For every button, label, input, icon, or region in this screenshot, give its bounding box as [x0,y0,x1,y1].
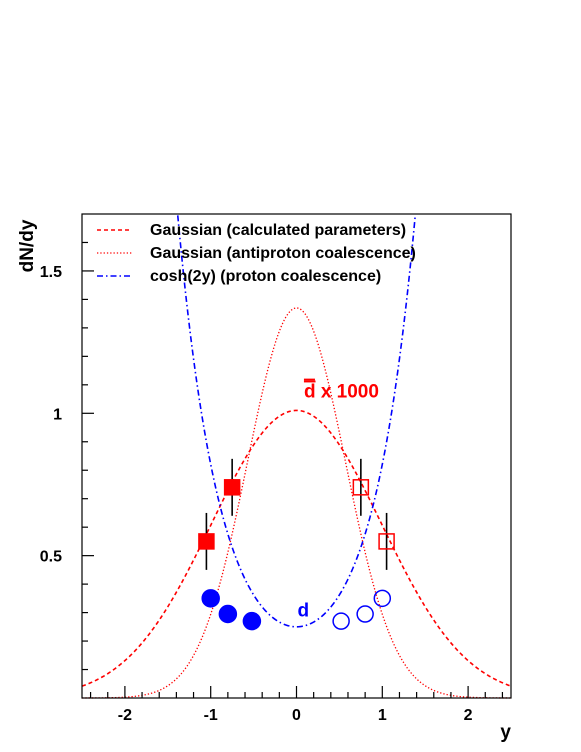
x-tick-label: 2 [464,707,473,724]
data-point-open-circle [373,589,392,608]
annotation-dbar-letter: d [304,382,316,403]
data-point-filled-circle [242,611,262,631]
legend-label: cosh(2y) (proton coalescence) [150,268,381,285]
y-tick-label: 1.5 [40,264,62,281]
points-layer [198,458,395,631]
x-axis-title: y [500,722,511,743]
y-axis-title: dN/dy [17,219,38,272]
x-tick-label: 0 [292,707,301,724]
tick-labels-layer: -2 -1 0 1 2 0.5 1 1.5 [40,264,473,724]
x-tick-label: -1 [204,707,218,724]
legend-label: Gaussian (antiproton coalescence) [150,245,416,262]
annotation-d: d [298,601,310,622]
curves-layer [81,215,512,699]
curve-1 [81,409,512,687]
annotation-x1000: x 1000 [316,382,379,403]
x-tick-label: 1 [378,707,387,724]
ticks-layer [82,241,504,698]
legend-label: Gaussian (calculated parameters) [150,222,406,239]
data-point-filled-square [198,533,215,550]
legend: Gaussian (calculated parameters) Gaussian… [97,222,416,285]
curve-2 [82,307,511,699]
y-tick-label: 1 [53,406,62,423]
curve-3 [176,215,417,628]
data-point-filled-circle [201,589,220,608]
data-point-open-square [352,479,370,496]
x-tick-label: -2 [118,707,132,724]
data-point-open-circle [332,612,350,630]
plot-frame [81,213,512,699]
data-point-filled-square [223,479,241,496]
annotation-dbar-x1000: d x 1000 [304,382,379,403]
y-tick-label: 0.5 [40,549,62,566]
data-point-open-square [378,533,395,550]
data-point-filled-circle [218,604,238,624]
axes-layer [81,213,512,699]
data-point-open-circle [356,605,374,623]
